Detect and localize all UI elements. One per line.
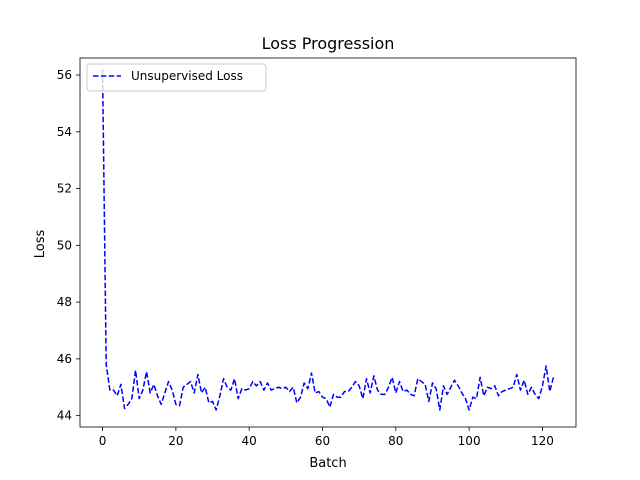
x-axis-label: Batch bbox=[309, 456, 346, 471]
y-axis-label: Loss bbox=[33, 230, 48, 259]
y-tick-label: 44 bbox=[57, 409, 72, 423]
x-tick-label: 100 bbox=[458, 434, 481, 448]
y-tick-label: 52 bbox=[57, 182, 72, 196]
y-tick-label: 48 bbox=[57, 295, 72, 309]
x-tick-label: 120 bbox=[531, 434, 554, 448]
y-tick-label: 56 bbox=[57, 68, 72, 82]
y-tick-label: 54 bbox=[57, 125, 72, 139]
x-tick-label: 40 bbox=[242, 434, 257, 448]
x-tick-label: 0 bbox=[99, 434, 107, 448]
x-tick-label: 80 bbox=[388, 434, 403, 448]
y-tick-label: 50 bbox=[57, 238, 72, 252]
axes-frame bbox=[79, 57, 577, 428]
x-tick-label: 20 bbox=[168, 434, 183, 448]
plot-area: 0 20 40 60 80 100 120 44 46 48 50 52 54 56 Unsupervise… bbox=[57, 57, 577, 448]
x-tick-label: 60 bbox=[315, 434, 330, 448]
series-line-0 bbox=[101, 69, 555, 411]
chart-title: Loss Progression bbox=[262, 34, 395, 53]
legend-label: Unsupervised Loss bbox=[131, 69, 243, 83]
legend-box bbox=[86, 63, 267, 92]
y-tick-label: 46 bbox=[57, 352, 72, 366]
